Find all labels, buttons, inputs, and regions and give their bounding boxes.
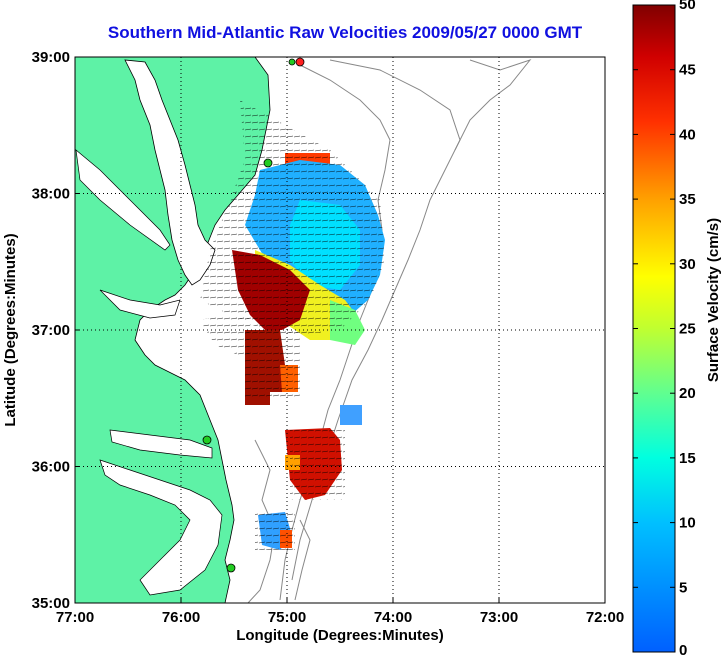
y-tick-label: 37:00 <box>32 322 70 339</box>
bay-branch-south <box>99 289 181 319</box>
colorbar-tick-label: 5 <box>679 579 687 596</box>
colorbar-gradient <box>632 4 676 653</box>
station-marker <box>226 563 236 573</box>
colorbar-tick-label: 45 <box>679 62 696 79</box>
radar-stations <box>202 57 305 573</box>
station-marker-red <box>295 57 305 67</box>
station-marker <box>202 435 212 445</box>
colorbar-tick-label: 15 <box>679 450 696 467</box>
colorbar-tick-label: 40 <box>679 126 696 143</box>
x-axis-label: Longitude (Degrees:Minutes) <box>236 627 444 644</box>
colorbar-tick-label: 30 <box>679 256 696 273</box>
plot-area <box>74 56 606 604</box>
x-tick-label: 72:00 <box>586 609 624 626</box>
bay-branch-west <box>75 149 171 251</box>
colorbar-tick-label: 25 <box>679 321 696 338</box>
y-axis: 39:00 38:00 37:00 36:00 35:00 <box>32 49 80 612</box>
x-tick-label: 76:00 <box>162 609 200 626</box>
x-tick-label: 77:00 <box>56 609 94 626</box>
grid-lines <box>75 57 605 603</box>
chart-title: Southern Mid-Atlantic Raw Velocities 200… <box>108 23 583 42</box>
colorbar-tick-label: 0 <box>679 642 687 659</box>
colorbar-tick-label: 10 <box>679 515 696 532</box>
colorbar-tick-label: 35 <box>679 191 696 208</box>
colorbar-tick-label: 50 <box>679 0 696 13</box>
y-axis-label: Latitude (Degrees:Minutes) <box>2 233 19 426</box>
station-marker <box>263 158 273 168</box>
y-tick-label: 36:00 <box>32 459 70 476</box>
pamlico-sound <box>99 459 223 596</box>
station-marker <box>288 58 296 66</box>
x-tick-label: 73:00 <box>480 609 518 626</box>
colorbar-tick-label: 20 <box>679 385 696 402</box>
y-tick-label: 39:00 <box>32 49 70 66</box>
x-tick-label: 74:00 <box>374 609 412 626</box>
y-tick-label: 35:00 <box>32 595 70 612</box>
x-tick-label: 75:00 <box>268 609 306 626</box>
colorbar-label: Surface Velocity (cm/s) <box>705 218 722 382</box>
x-axis: 77:00 76:00 75:00 74:00 73:00 72:00 <box>56 598 624 626</box>
y-tick-label: 38:00 <box>32 186 70 203</box>
chesapeake-bay <box>124 59 216 286</box>
velocity-vectors <box>200 100 385 550</box>
velocity-patch-cape-hatteras-north <box>340 405 362 425</box>
albemarle-sound <box>109 429 213 459</box>
